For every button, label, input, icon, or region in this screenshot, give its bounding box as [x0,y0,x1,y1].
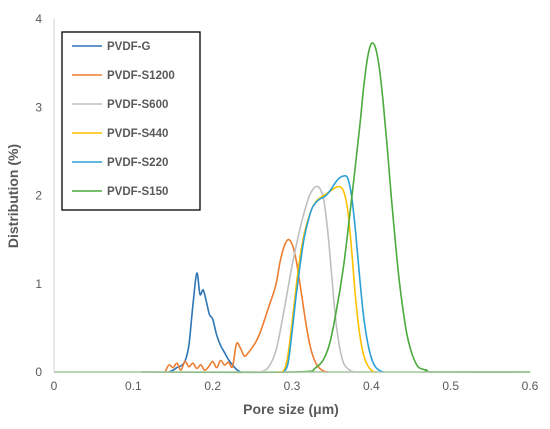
x-axis-title: Pore size (μm) [243,401,339,417]
legend-label-pvdf-s440: PVDF-S440 [107,128,168,140]
legend-label-pvdf-s220: PVDF-S220 [107,157,168,169]
legend-label-pvdf-s1200: PVDF-S1200 [107,70,175,82]
x-tick-label: 0.1 [125,379,142,393]
axes [53,19,530,373]
legend-box [61,31,201,211]
x-tick-label: 0 [51,379,58,393]
legend-label-pvdf-s150: PVDF-S150 [107,186,168,198]
y-tick-label: 0 [35,365,42,379]
series-line-pvdf-s1200 [164,238,328,373]
series-line-pvdf-s150 [141,42,531,374]
series-line-pvdf-g [168,272,241,373]
y-tick-label: 3 [35,100,42,114]
x-tick-label: 0.4 [363,379,380,393]
legend: PVDF-G PVDF-S1200 PVDF-S600 PVDF-S440 PVDF-S… [61,31,201,211]
x-tick-label: 0.6 [522,379,539,393]
y-tick-label: 1 [35,277,42,291]
legend-label-pvdf-g: PVDF-G [107,41,151,53]
x-tick-label: 0.3 [284,379,301,393]
legend-label-pvdf-s600: PVDF-S600 [107,99,168,111]
y-axis-title: Distribution (%) [5,144,21,248]
x-tick-label: 0.5 [442,379,459,393]
tick-labels: 0 0.1 0.2 0.3 0.4 0.5 0.6 0 1 2 3 4 [35,12,538,393]
series-line-pvdf-s220 [283,174,384,373]
y-tick-label: 4 [35,12,42,26]
x-tick-label: 0.2 [204,379,221,393]
y-tick-label: 2 [35,189,42,203]
series-line-pvdf-s600 [259,185,356,373]
